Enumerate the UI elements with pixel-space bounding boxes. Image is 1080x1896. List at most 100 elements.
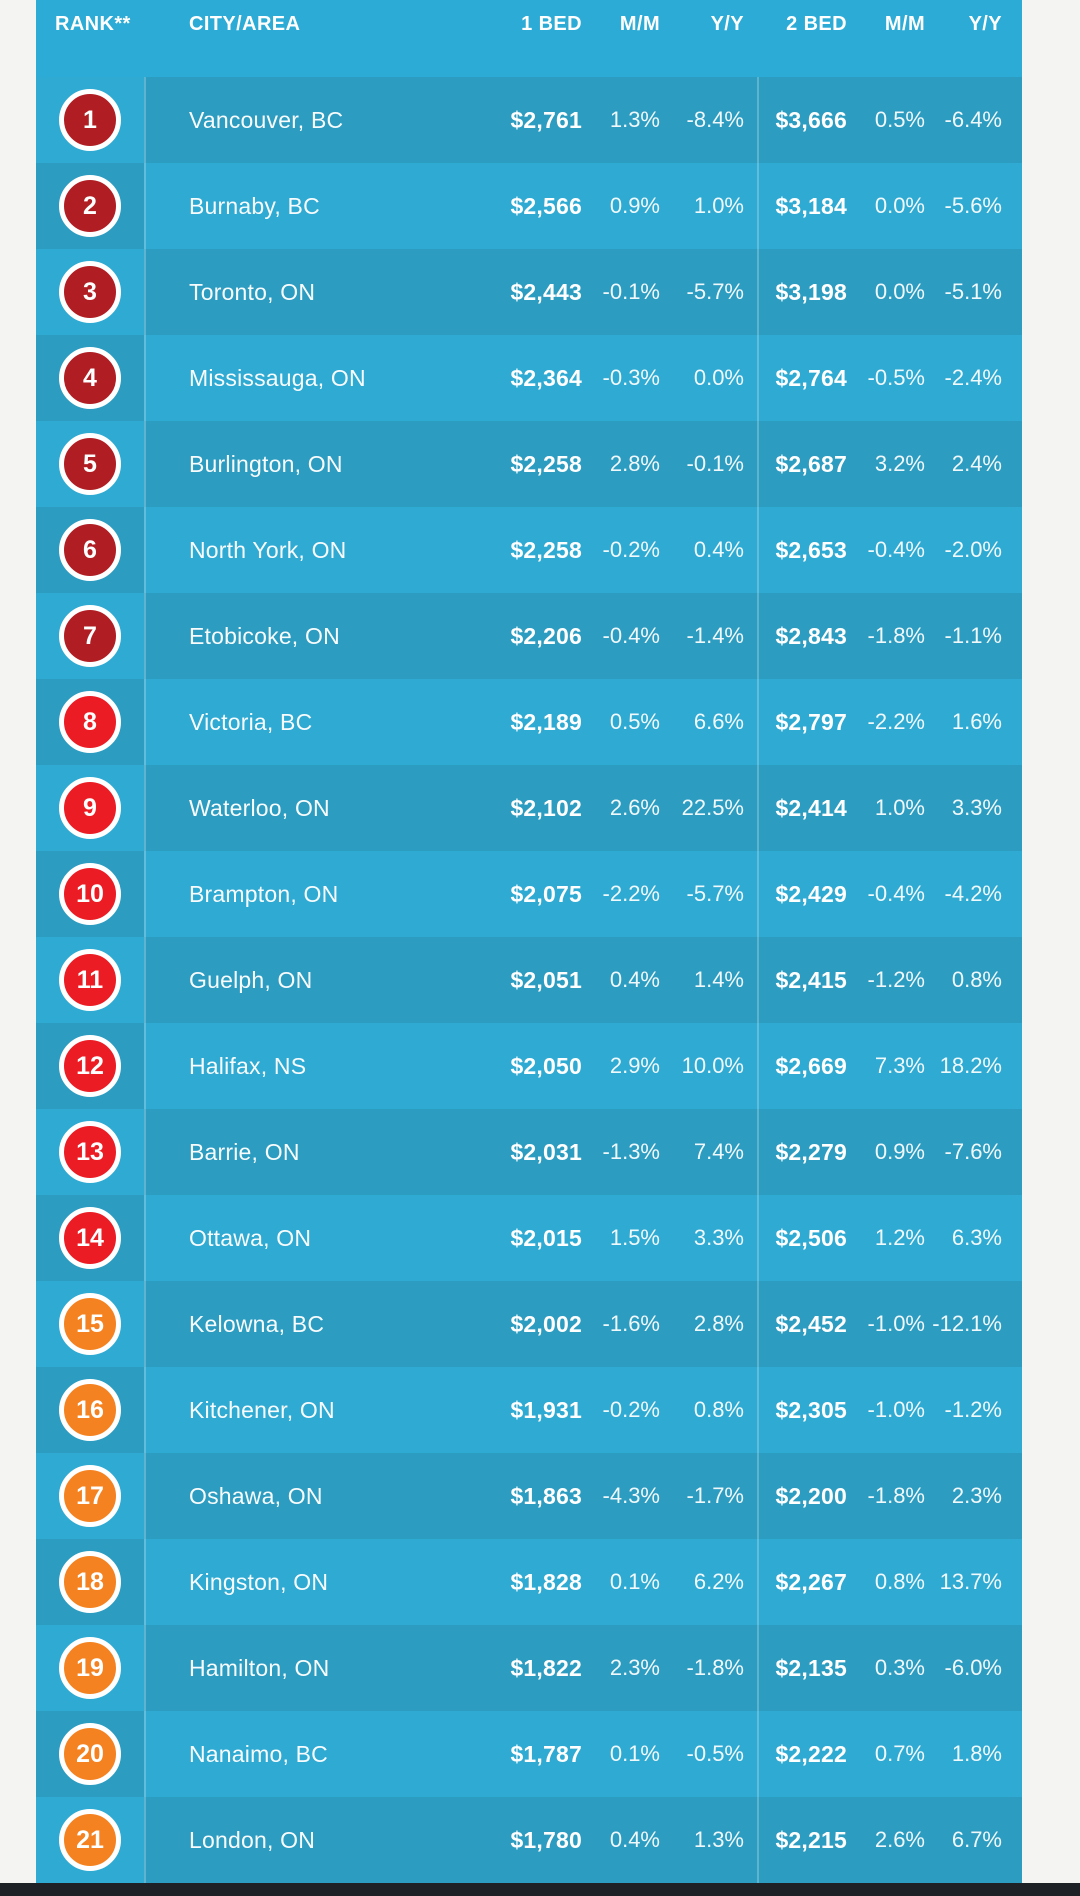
rank-cell: 16 bbox=[36, 1367, 144, 1453]
row-spacer bbox=[1002, 1625, 1022, 1711]
table-row: 7 Etobicoke, ON $2,206 -0.4% -1.4% $2,843 -1.8… bbox=[36, 593, 1022, 679]
rank-cell: 7 bbox=[36, 593, 144, 679]
two-bed-mm-change: -1.2% bbox=[867, 967, 925, 992]
row-spacer bbox=[1002, 765, 1022, 851]
two-bed-price: $2,200 bbox=[757, 1453, 847, 1539]
two-bed-yy-change: -7.6% bbox=[944, 1139, 1002, 1164]
one-bed-price: $2,031 bbox=[510, 1138, 582, 1165]
two-bed-mm-change: -1.0% bbox=[867, 1311, 925, 1336]
two-bed-mm-change: 1.0% bbox=[874, 795, 925, 820]
rank-badge: 14 bbox=[59, 1207, 121, 1269]
header-spacer bbox=[1002, 13, 1022, 77]
one-bed-yy-change: 6.2% bbox=[693, 1569, 744, 1594]
two-bed-yy-change: -1.2% bbox=[944, 1397, 1002, 1422]
one-bed-mm-change: -0.4% bbox=[602, 623, 660, 648]
row-spacer bbox=[1002, 1367, 1022, 1453]
two-bed-yy-change: -1.1% bbox=[944, 623, 1002, 648]
rank-badge: 16 bbox=[59, 1379, 121, 1441]
one-bed-price: $1,780 bbox=[510, 1826, 582, 1853]
table-row: 10 Brampton, ON $2,075 -2.2% -5.7% $2,429 -0.4… bbox=[36, 851, 1022, 937]
two-bed-yy-change: -6.0% bbox=[944, 1655, 1002, 1680]
one-bed-mm-change: -0.2% bbox=[602, 537, 660, 562]
row-spacer bbox=[1002, 249, 1022, 335]
two-bed-mm-change: 0.7% bbox=[874, 1741, 925, 1766]
rank-cell: 21 bbox=[36, 1797, 144, 1883]
city-name: Kingston, ON bbox=[144, 1539, 485, 1625]
two-bed-yy-change: -2.4% bbox=[944, 365, 1002, 390]
one-bed-price: $2,761 bbox=[510, 106, 582, 133]
two-bed-price: $2,669 bbox=[757, 1023, 847, 1109]
rank-badge: 8 bbox=[59, 691, 121, 753]
two-bed-price: $2,267 bbox=[757, 1539, 847, 1625]
two-bed-price: $2,414 bbox=[757, 765, 847, 851]
one-bed-price: $2,206 bbox=[510, 622, 582, 649]
two-bed-mm-change: 0.3% bbox=[874, 1655, 925, 1680]
two-bed-mm-change: -1.0% bbox=[867, 1397, 925, 1422]
table-row: 11 Guelph, ON $2,051 0.4% 1.4% $2,415 -1.2% 0.8… bbox=[36, 937, 1022, 1023]
row-spacer bbox=[1002, 1797, 1022, 1883]
row-spacer bbox=[1002, 1539, 1022, 1625]
city-name: North York, ON bbox=[144, 507, 485, 593]
one-bed-yy-change: 10.0% bbox=[681, 1053, 744, 1078]
city-name: Hamilton, ON bbox=[144, 1625, 485, 1711]
two-bed-mm-change: -0.4% bbox=[867, 881, 925, 906]
city-name: Kelowna, BC bbox=[144, 1281, 485, 1367]
two-bed-mm-change: -1.8% bbox=[867, 623, 925, 648]
two-bed-price: $2,653 bbox=[757, 507, 847, 593]
rank-badge: 9 bbox=[59, 777, 121, 839]
two-bed-mm-change: -0.4% bbox=[867, 537, 925, 562]
two-bed-price: $2,135 bbox=[757, 1625, 847, 1711]
row-spacer bbox=[1002, 679, 1022, 765]
rank-cell: 1 bbox=[36, 77, 144, 163]
city-name: Guelph, ON bbox=[144, 937, 485, 1023]
table-row: 16 Kitchener, ON $1,931 -0.2% 0.8% $2,305 -1.0… bbox=[36, 1367, 1022, 1453]
rank-badge: 17 bbox=[59, 1465, 121, 1527]
one-bed-price: $2,002 bbox=[510, 1310, 582, 1337]
rank-cell: 13 bbox=[36, 1109, 144, 1195]
two-bed-mm-change: 0.0% bbox=[874, 279, 925, 304]
one-bed-price: $2,015 bbox=[510, 1224, 582, 1251]
two-bed-yy-change: 13.7% bbox=[939, 1569, 1002, 1594]
rank-badge: 3 bbox=[59, 261, 121, 323]
rank-badge: 6 bbox=[59, 519, 121, 581]
two-bed-price: $2,429 bbox=[757, 851, 847, 937]
rank-badge: 15 bbox=[59, 1293, 121, 1355]
table-row: 8 Victoria, BC $2,189 0.5% 6.6% $2,797 -2.2% 1.… bbox=[36, 679, 1022, 765]
city-name: Waterloo, ON bbox=[144, 765, 485, 851]
one-bed-mm-change: 1.5% bbox=[609, 1225, 660, 1250]
city-name: Burlington, ON bbox=[144, 421, 485, 507]
two-bed-yy-change: 1.6% bbox=[951, 709, 1002, 734]
city-name: Toronto, ON bbox=[144, 249, 485, 335]
header-cell-city: CITY/AREA bbox=[189, 13, 301, 35]
table-row: 21 London, ON $1,780 0.4% 1.3% $2,215 2.6% 6.7% bbox=[36, 1797, 1022, 1883]
row-spacer bbox=[1002, 1711, 1022, 1797]
rank-badge: 1 bbox=[59, 89, 121, 151]
table-row: 4 Mississauga, ON $2,364 -0.3% 0.0% $2,764 -0.… bbox=[36, 335, 1022, 421]
one-bed-price: $2,051 bbox=[510, 966, 582, 993]
one-bed-mm-change: 2.8% bbox=[609, 451, 660, 476]
one-bed-yy-change: -1.8% bbox=[686, 1655, 744, 1680]
two-bed-mm-change: -0.5% bbox=[867, 365, 925, 390]
one-bed-mm-change: -0.3% bbox=[602, 365, 660, 390]
city-name: London, ON bbox=[144, 1797, 485, 1883]
two-bed-yy-change: 2.3% bbox=[951, 1483, 1002, 1508]
one-bed-yy-change: 1.0% bbox=[693, 193, 744, 218]
one-bed-mm-change: -4.3% bbox=[602, 1483, 660, 1508]
two-bed-yy-change: -5.1% bbox=[944, 279, 1002, 304]
table-row: 9 Waterloo, ON $2,102 2.6% 22.5% $2,414 1.0% 3.… bbox=[36, 765, 1022, 851]
table-row: 15 Kelowna, BC $2,002 -1.6% 2.8% $2,452 -1.0% -… bbox=[36, 1281, 1022, 1367]
one-bed-mm-change: 0.5% bbox=[609, 709, 660, 734]
one-bed-yy-change: -0.1% bbox=[686, 451, 744, 476]
header-cell-rank: RANK** bbox=[55, 13, 131, 35]
rank-cell: 10 bbox=[36, 851, 144, 937]
one-bed-mm-change: -1.3% bbox=[602, 1139, 660, 1164]
one-bed-yy-change: -1.4% bbox=[686, 623, 744, 648]
rank-badge: 21 bbox=[59, 1809, 121, 1871]
two-bed-yy-change: 2.4% bbox=[951, 451, 1002, 476]
two-bed-price: $2,452 bbox=[757, 1281, 847, 1367]
two-bed-price: $3,198 bbox=[757, 249, 847, 335]
two-bed-price: $3,666 bbox=[757, 77, 847, 163]
one-bed-mm-change: 0.9% bbox=[609, 193, 660, 218]
row-spacer bbox=[1002, 937, 1022, 1023]
rank-cell: 14 bbox=[36, 1195, 144, 1281]
